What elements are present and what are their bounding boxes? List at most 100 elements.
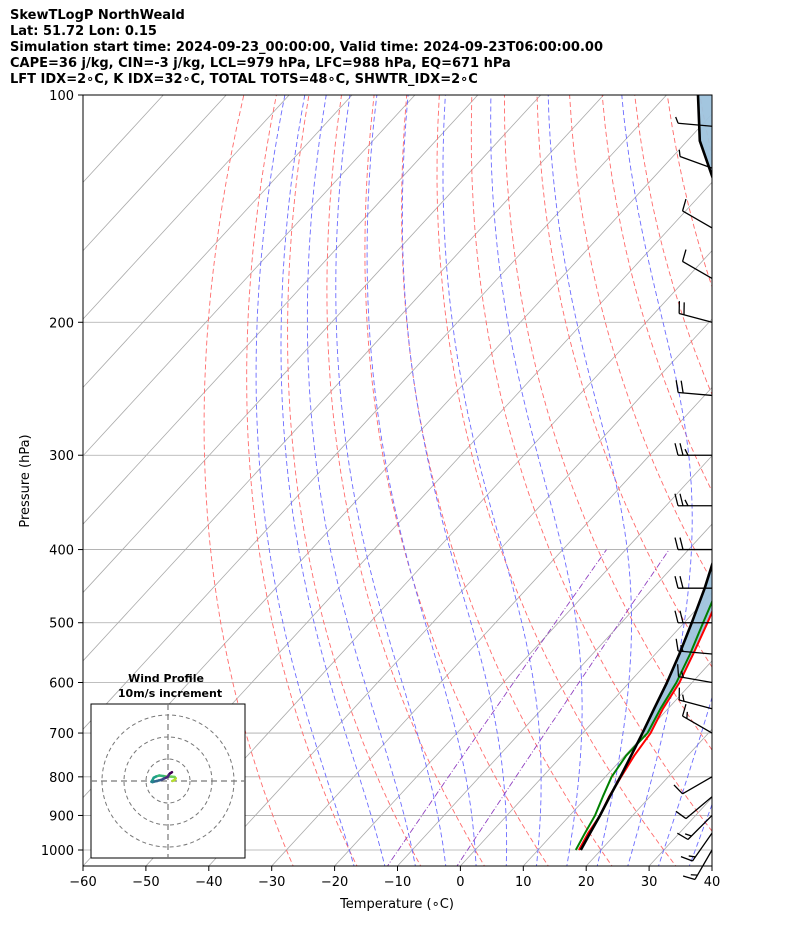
moist-adiabat-line (688, 803, 712, 866)
dry-adiabat-line (470, 95, 712, 832)
moist-adiabat-line (442, 95, 542, 866)
instability-indices-2: LFT IDX=2∘C, K IDX=32∘C, TOTAL TOTS=48∘C… (10, 72, 478, 87)
instability-indices-1: CAPE=36 j/kg, CIN=-3 j/kg, LCL=979 hPa, … (10, 56, 511, 71)
y-tick-label: 200 (49, 316, 74, 331)
x-tick-label: 40 (704, 875, 721, 890)
axes: −60 −50 −40 −30 −20 −10 0 10 20 30 40 1000 900 800 700… (41, 89, 720, 890)
cape-fill (642, 95, 712, 734)
moist-adiabat-line (255, 95, 355, 866)
x-tick-label: −30 (258, 875, 285, 890)
mixing-ratio-line (386, 549, 607, 866)
isotherm-line (145, 250, 712, 866)
isotherm-line (83, 95, 479, 525)
dry-adiabat-line (765, 95, 794, 869)
isotherm-line (585, 728, 712, 866)
dry-adiabat-line (203, 95, 294, 866)
hodograph-inset: Wind Profile 10m/s increment (90, 672, 246, 859)
simulation-times: Simulation start time: 2024-09-23_00:00:… (10, 40, 603, 55)
dry-adiabat-line (287, 95, 422, 866)
y-tick-label: 500 (49, 617, 74, 632)
moist-adiabat-line (401, 95, 508, 866)
dry-adiabat-line (401, 95, 613, 866)
dry-adiabat-line (364, 95, 549, 866)
x-tick-label: 20 (578, 875, 595, 890)
isotherm-line (83, 95, 227, 252)
dry-adiabat-line (601, 95, 712, 493)
isotherm-line (83, 95, 290, 320)
moist-adiabat-line (280, 95, 386, 866)
parcel-profile-line (579, 95, 712, 851)
temperature-profile-line (578, 609, 712, 851)
x-tick-label: 30 (641, 875, 658, 890)
y-tick-label: 1000 (41, 844, 74, 859)
moist-adiabat-line (547, 95, 632, 866)
wind-barb (674, 537, 712, 551)
isotherm-line (397, 523, 712, 866)
dry-adiabat-line (246, 95, 358, 866)
x-tick-label: −40 (195, 875, 222, 890)
x-axis-label: Temperature (∘C) (339, 897, 454, 912)
wind-barb (682, 849, 713, 881)
wind-barb (678, 149, 713, 169)
dewpoint-profile-line (574, 599, 712, 851)
header: SkewTLogP NorthWeald Lat: 51.72 Lon: 0.1… (10, 8, 603, 88)
dry-adiabat-line (666, 95, 712, 289)
isotherm-line (271, 386, 712, 866)
y-tick-label: 800 (49, 771, 74, 786)
wind-barb (674, 443, 712, 456)
station-title: SkewTLogP NorthWeald (10, 8, 185, 23)
moist-adiabat-line (366, 95, 477, 866)
isotherm-line (83, 95, 542, 594)
isotherm-line (83, 95, 353, 389)
isotherm-line (83, 95, 604, 662)
isotherm-line (208, 318, 712, 866)
isotherm-line (711, 865, 712, 866)
wind-barbs (673, 116, 713, 881)
moist-adiabat-line (306, 95, 416, 866)
y-tick-label: 400 (49, 544, 74, 559)
wind-barb (675, 638, 713, 655)
y-tick-label: 600 (49, 677, 74, 692)
wind-barb (681, 703, 713, 734)
wind-barb (675, 796, 713, 820)
moist-adiabat-line (335, 95, 447, 866)
x-tick-label: −20 (321, 875, 348, 890)
station-coordinates: Lat: 51.72 Lon: 0.15 (10, 24, 157, 39)
isotherm-line (83, 95, 416, 457)
hodograph-ring (145, 758, 191, 804)
wind-barb (674, 576, 712, 589)
x-tick-label: 10 (515, 875, 532, 890)
dry-adiabat-line (436, 95, 677, 866)
dry-adiabat-line (569, 95, 712, 583)
moist-adiabat-line (658, 695, 712, 866)
x-tick-label: −50 (132, 875, 159, 890)
wind-barb (680, 832, 713, 862)
wind-barb (681, 249, 713, 280)
x-tick-label: 0 (456, 875, 464, 890)
wind-barb (681, 198, 713, 229)
mixing-ratio-line (456, 549, 670, 866)
isotherm-line (334, 455, 712, 866)
dry-adiabat-line (733, 95, 794, 869)
hodograph-title: Wind Profile (128, 672, 204, 685)
wind-barb (676, 664, 713, 684)
wind-barb (675, 380, 713, 397)
profile-lines (574, 95, 712, 851)
adiabat-lines (203, 95, 794, 869)
x-tick-label: −10 (384, 875, 411, 890)
wind-barb (678, 687, 713, 710)
moist-adiabat-line (490, 95, 583, 866)
moist-adiabat-line (719, 95, 794, 869)
y-tick-label: 900 (49, 809, 74, 824)
isotherm-line (648, 797, 712, 866)
x-tick-label: −60 (69, 875, 96, 890)
wind-barb (677, 814, 713, 841)
dry-adiabat-line (326, 95, 486, 866)
dry-adiabat-line (536, 95, 712, 668)
y-tick-label: 700 (49, 727, 74, 742)
hodograph-subtitle: 10m/s increment (118, 687, 222, 700)
isotherm-line (83, 95, 667, 730)
y-tick-label: 100 (49, 89, 74, 104)
y-axis-label: Pressure (hPa) (18, 434, 33, 527)
